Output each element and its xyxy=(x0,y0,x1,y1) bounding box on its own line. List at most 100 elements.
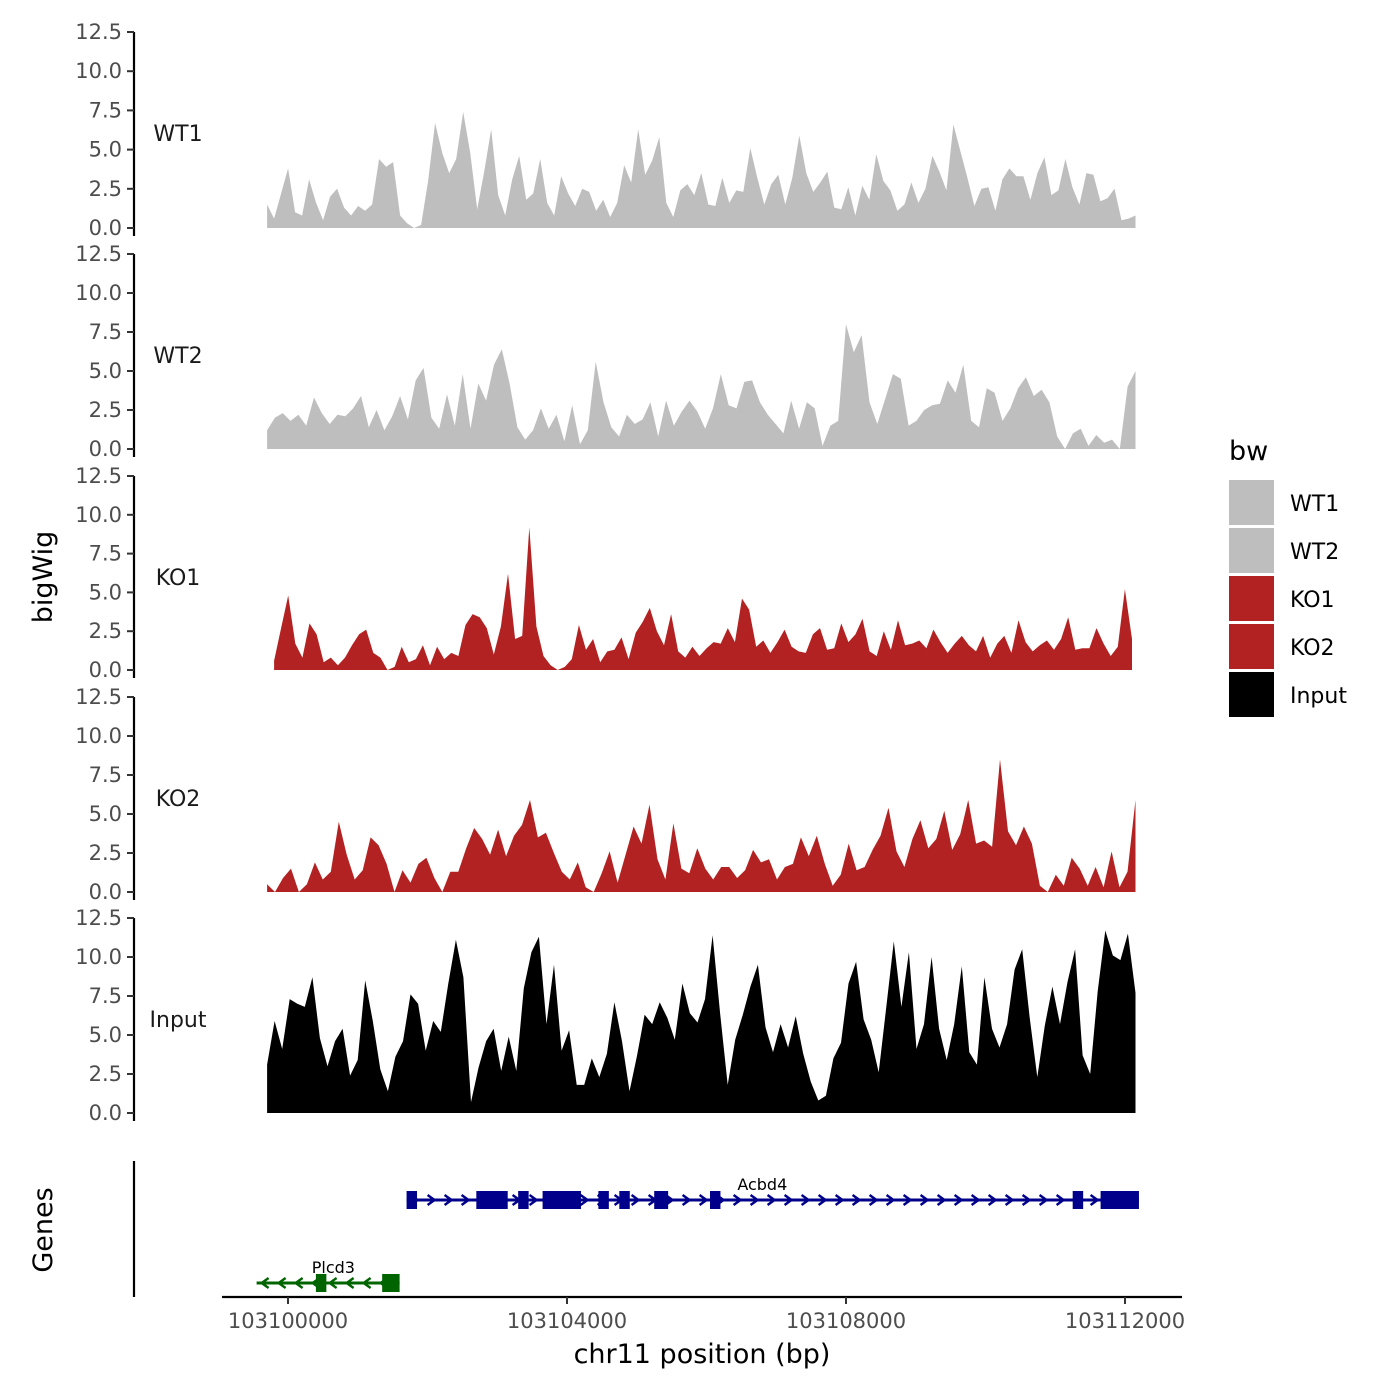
y-tick-label: 5.0 xyxy=(89,138,122,162)
exon xyxy=(654,1191,669,1209)
x-tick-label: 103112000 xyxy=(1065,1309,1185,1333)
x-tick-label: 103100000 xyxy=(228,1309,348,1333)
strand-arrow xyxy=(851,1194,862,1206)
strand-arrow xyxy=(1038,1194,1049,1206)
y-tick-label: 0.0 xyxy=(89,1101,122,1125)
y-tick-label: 5.0 xyxy=(89,580,122,604)
gene-Acbd4: Acbd4 xyxy=(406,1175,1139,1209)
strand-arrow xyxy=(987,1194,998,1206)
track-WT1: 0.0 2.5 5.0 7.5 10.0 12.5 WT1 xyxy=(75,20,1136,240)
track-label-KO2: KO2 xyxy=(156,787,201,812)
strand-arrow xyxy=(970,1194,981,1206)
track-label-WT1: WT1 xyxy=(153,122,202,147)
y-tick-label: 0.0 xyxy=(89,880,122,904)
legend-swatch-KO1 xyxy=(1229,576,1274,621)
coverage-tracks: 0.0 2.5 5.0 7.5 10.0 12.5 WT1 0.0 2.5 5.0 7.5 10.0 1… xyxy=(75,20,1136,1125)
genes-panel: Acbd4 Plcd3 xyxy=(132,1161,1139,1297)
exon xyxy=(382,1274,400,1292)
exon xyxy=(598,1191,609,1209)
strand-arrow xyxy=(361,1277,372,1289)
y-tick-label: 0.0 xyxy=(89,216,122,240)
track-KO1: 0.0 2.5 5.0 7.5 10.0 12.5 KO1 xyxy=(75,464,1133,682)
y-tick-label: 0.0 xyxy=(89,658,122,682)
exon xyxy=(518,1191,529,1209)
y-axis-title: bigWig xyxy=(28,531,59,624)
strand-arrow xyxy=(327,1277,338,1289)
y-tick-label: 12.5 xyxy=(75,242,122,266)
legend-swatch-WT2 xyxy=(1229,528,1274,573)
track-label-KO1: KO1 xyxy=(156,566,201,591)
strand-arrow xyxy=(460,1194,471,1206)
gene-Plcd3: Plcd3 xyxy=(256,1258,400,1292)
y-tick-label: 12.5 xyxy=(75,906,122,930)
strand-arrow xyxy=(902,1194,913,1206)
y-tick-label: 7.5 xyxy=(89,542,122,566)
strand-arrow xyxy=(749,1194,760,1206)
x-tick-label: 103104000 xyxy=(507,1309,627,1333)
legend-label-WT2: WT2 xyxy=(1290,540,1339,565)
legend-label-WT1: WT1 xyxy=(1290,492,1339,517)
track-KO2: 0.0 2.5 5.0 7.5 10.0 12.5 KO2 xyxy=(75,685,1136,904)
coverage-area-KO1 xyxy=(274,527,1133,670)
strand-arrow xyxy=(1021,1194,1032,1206)
y-tick-label: 2.5 xyxy=(89,177,122,201)
strand-arrow xyxy=(953,1194,964,1206)
y-tick-label: 12.5 xyxy=(75,685,122,709)
strand-arrow xyxy=(919,1194,930,1206)
strand-arrow xyxy=(579,1194,590,1206)
track-WT2: 0.0 2.5 5.0 7.5 10.0 12.5 WT2 xyxy=(75,242,1136,461)
strand-arrow xyxy=(800,1194,811,1206)
strand-arrow xyxy=(426,1194,437,1206)
y-tick-label: 2.5 xyxy=(89,619,122,643)
strand-arrow xyxy=(1055,1194,1066,1206)
strand-arrow xyxy=(766,1194,777,1206)
y-tick-label: 7.5 xyxy=(89,320,122,344)
legend-label-KO1: KO1 xyxy=(1290,588,1335,613)
coverage-area-KO2 xyxy=(267,759,1136,892)
genes-axis-title: Genes xyxy=(28,1187,59,1272)
exon xyxy=(542,1191,581,1209)
legend-swatch-KO2 xyxy=(1229,624,1274,669)
strand-arrow xyxy=(834,1194,845,1206)
strand-arrow xyxy=(1004,1194,1015,1206)
coverage-area-WT2 xyxy=(267,324,1136,449)
exon xyxy=(709,1191,721,1209)
x-tick-label: 103108000 xyxy=(786,1309,906,1333)
strand-arrow xyxy=(936,1194,947,1206)
y-tick-label: 10.0 xyxy=(75,59,122,83)
legend-title: bw xyxy=(1229,436,1268,467)
exon xyxy=(1100,1191,1139,1209)
gene-label-Plcd3: Plcd3 xyxy=(312,1258,355,1277)
exon xyxy=(406,1191,418,1209)
legend-swatch-WT1 xyxy=(1229,480,1274,525)
y-tick-label: 12.5 xyxy=(75,464,122,488)
y-tick-label: 5.0 xyxy=(89,802,122,826)
y-tick-label: 10.0 xyxy=(75,503,122,527)
y-tick-label: 2.5 xyxy=(89,841,122,865)
y-tick-label: 2.5 xyxy=(89,398,122,422)
exon xyxy=(1072,1191,1084,1209)
track-label-Input: Input xyxy=(150,1008,207,1033)
legend-label-Input: Input xyxy=(1290,684,1347,709)
y-tick-label: 10.0 xyxy=(75,945,122,969)
strand-arrow xyxy=(698,1194,709,1206)
track-Input: 0.0 2.5 5.0 7.5 10.0 12.5 Input xyxy=(75,906,1136,1125)
y-tick-label: 2.5 xyxy=(89,1062,122,1086)
x-axis: 103100000 103104000 103108000 103112000 xyxy=(222,1295,1185,1333)
strand-arrow xyxy=(293,1277,304,1289)
y-tick-label: 7.5 xyxy=(89,763,122,787)
strand-arrow xyxy=(1089,1194,1100,1206)
strand-arrow xyxy=(817,1194,828,1206)
strand-arrow xyxy=(443,1194,454,1206)
strand-arrow xyxy=(868,1194,879,1206)
y-tick-label: 12.5 xyxy=(75,20,122,44)
coverage-area-Input xyxy=(267,930,1136,1113)
strand-arrow xyxy=(344,1277,355,1289)
y-tick-label: 10.0 xyxy=(75,281,122,305)
legend: bw WT1 WT2 KO1 KO2 Input xyxy=(1229,436,1347,717)
strand-arrow xyxy=(732,1194,743,1206)
y-tick-label: 5.0 xyxy=(89,1023,122,1047)
y-tick-label: 7.5 xyxy=(89,984,122,1008)
strand-arrow xyxy=(681,1194,692,1206)
